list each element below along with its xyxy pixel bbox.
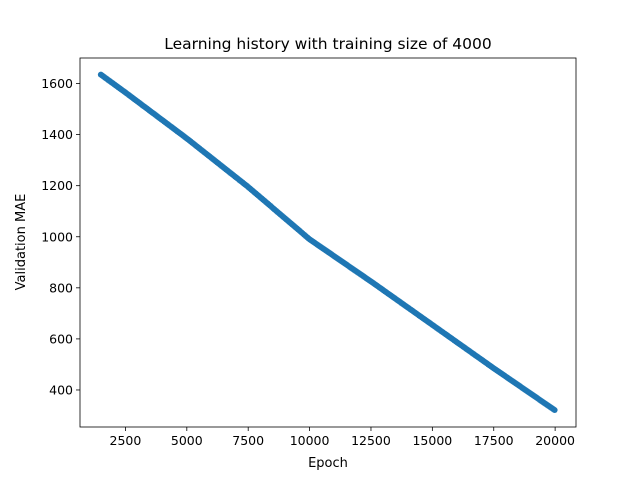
data-series	[97, 71, 558, 414]
y-tick-label: 1600	[41, 76, 73, 91]
y-axis-label: Validation MAE	[14, 194, 29, 291]
y-tick-label: 1200	[41, 178, 73, 193]
x-tick-label: 17500	[474, 433, 514, 448]
data-point	[551, 407, 558, 414]
x-tick-label: 12500	[351, 433, 391, 448]
y-tick-label: 400	[49, 382, 73, 397]
x-tick-label: 2500	[110, 433, 142, 448]
x-tick-label: 15000	[412, 433, 452, 448]
x-axis-ticks: 2500 5000 7500 10000 12500 15000 17500 20000	[110, 427, 575, 448]
chart-title: Learning history with training size of 4…	[164, 35, 492, 53]
x-axis-label: Epoch	[308, 456, 348, 471]
y-axis-ticks: 400 600 800 1000 1200 1400 1600	[41, 76, 80, 397]
y-tick-label: 1400	[41, 127, 73, 142]
y-tick-label: 1000	[41, 229, 73, 244]
x-tick-label: 5000	[171, 433, 203, 448]
x-tick-label: 10000	[290, 433, 330, 448]
plot-frame	[79, 57, 577, 428]
y-tick-label: 800	[49, 280, 73, 295]
x-tick-label: 7500	[232, 433, 264, 448]
y-tick-label: 600	[49, 331, 73, 346]
x-tick-label: 20000	[535, 433, 575, 448]
